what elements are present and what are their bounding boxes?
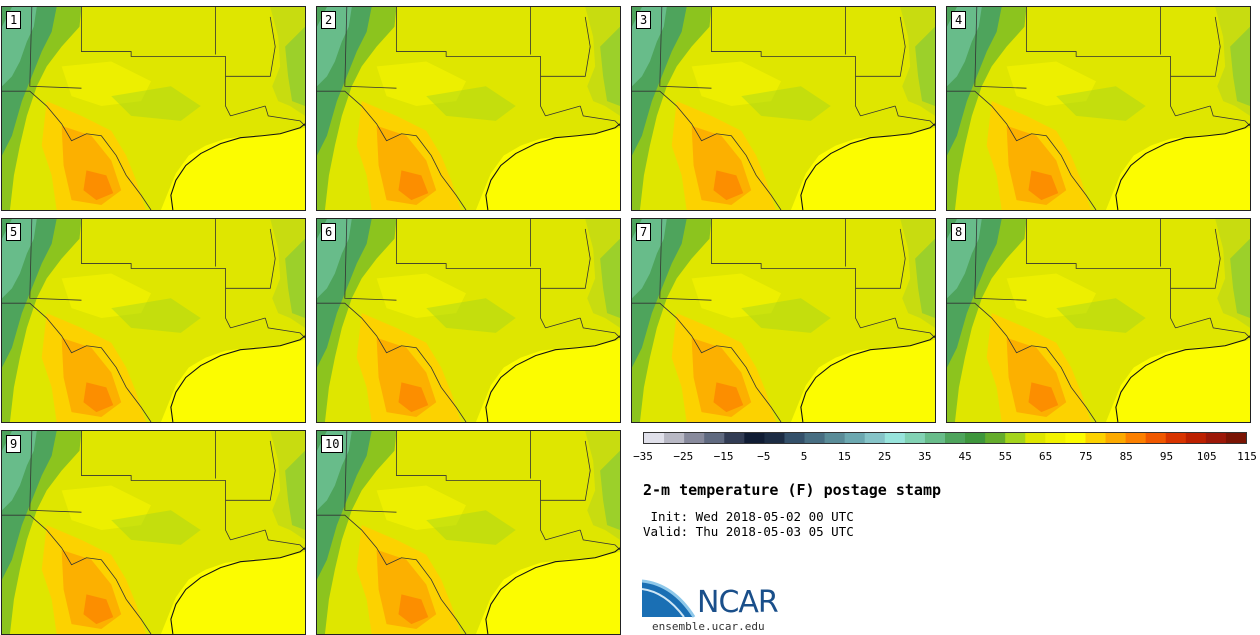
colorbar-swatch <box>1165 433 1187 443</box>
temperature-map <box>2 7 305 210</box>
temperature-map <box>2 431 305 634</box>
valid-time: Valid: Thu 2018-05-03 05 UTC <box>643 524 854 539</box>
ncar-logo-text: NCAR <box>697 585 779 620</box>
colorbar-swatch <box>864 433 886 443</box>
colorbar-tick-label: 5 <box>800 450 808 463</box>
temperature-map <box>2 219 305 422</box>
colorbar-tick-label: 105 <box>1196 450 1217 463</box>
colorbar-swatch <box>704 433 725 443</box>
temperature-map <box>632 219 935 422</box>
map-panel: 10 <box>316 430 621 635</box>
colorbar-tick-label: 15 <box>837 450 851 463</box>
colorbar-tick-label: 35 <box>918 450 932 463</box>
colorbar-swatch <box>945 433 966 443</box>
temperature-map <box>947 7 1250 210</box>
panel-label: 4 <box>951 11 967 29</box>
panel-label: 8 <box>951 223 967 241</box>
temperature-map <box>317 219 620 422</box>
colorbar <box>643 432 1247 444</box>
colorbar-tick-label: 85 <box>1119 450 1133 463</box>
map-panel: 3 <box>631 6 936 211</box>
panel-label: 10 <box>321 435 344 453</box>
colorbar-tick-label: −5 <box>757 450 771 463</box>
colorbar-tick-label: 45 <box>958 450 972 463</box>
map-panel: 1 <box>1 6 306 211</box>
colorbar-swatch <box>784 433 806 443</box>
panel-label: 9 <box>6 435 22 453</box>
colorbar-swatch <box>824 433 846 443</box>
colorbar-swatch <box>744 433 765 443</box>
map-panel: 8 <box>946 218 1251 423</box>
map-panel: 4 <box>946 6 1251 211</box>
colorbar-swatch <box>1085 433 1107 443</box>
temperature-map <box>317 431 620 634</box>
map-panel: 7 <box>631 218 936 423</box>
colorbar-tick-label: −35 <box>633 450 653 463</box>
colorbar-swatch <box>1065 433 1086 443</box>
colorbar-swatch <box>844 433 866 443</box>
colorbar-swatch <box>664 433 685 443</box>
colorbar-tick-label: 55 <box>998 450 1013 463</box>
colorbar-tick-label: 75 <box>1079 450 1093 463</box>
colorbar-swatch <box>1025 433 1046 443</box>
map-panel: 6 <box>316 218 621 423</box>
temperature-map <box>632 7 935 210</box>
colorbar-swatch <box>1185 433 1207 443</box>
colorbar-swatch <box>1145 433 1167 443</box>
colorbar-swatch <box>684 433 705 443</box>
panel-label: 5 <box>6 223 22 241</box>
panel-label: 1 <box>6 11 22 29</box>
colorbar-swatch <box>924 433 946 443</box>
colorbar-swatch <box>965 433 986 443</box>
colorbar-swatch <box>1125 433 1147 443</box>
colorbar-swatch <box>1225 433 1246 443</box>
map-panel: 9 <box>1 430 306 635</box>
colorbar-tick-label: 115 <box>1237 450 1257 463</box>
ensemble-url: ensemble.ucar.edu <box>652 620 765 633</box>
colorbar-swatch <box>764 433 785 443</box>
map-panel: 2 <box>316 6 621 211</box>
panel-label: 3 <box>636 11 652 29</box>
colorbar-swatch <box>1105 433 1127 443</box>
colorbar-swatch <box>1205 433 1227 443</box>
init-time: Init: Wed 2018-05-02 00 UTC <box>643 509 854 524</box>
panel-label: 2 <box>321 11 337 29</box>
panel-label: 6 <box>321 223 337 241</box>
plot-title: 2-m temperature (F) postage stamp <box>643 481 942 499</box>
colorbar-swatch <box>985 433 1006 443</box>
colorbar-tick-label: 25 <box>877 450 892 463</box>
colorbar-tick-labels: −35 −25 −15 −5 5 15 25 35 45 55 65 75 85 95 105 115 <box>633 450 1257 464</box>
panel-label: 7 <box>636 223 652 241</box>
temperature-map <box>317 7 620 210</box>
temperature-map <box>947 219 1250 422</box>
colorbar-swatch <box>904 433 926 443</box>
colorbar-tick-label: 65 <box>1039 450 1053 463</box>
colorbar-swatch <box>804 433 826 443</box>
colorbar-tick-label: 95 <box>1159 450 1174 463</box>
map-panel: 5 <box>1 218 306 423</box>
colorbar-tick-label: −25 <box>673 450 694 463</box>
colorbar-swatch <box>884 433 906 443</box>
colorbar-swatch <box>1045 433 1066 443</box>
colorbar-tick-label: −15 <box>713 450 734 463</box>
colorbar-swatch <box>644 433 665 443</box>
colorbar-swatch <box>1005 433 1026 443</box>
ncar-logo-icon <box>642 579 696 618</box>
colorbar-swatch <box>724 433 745 443</box>
